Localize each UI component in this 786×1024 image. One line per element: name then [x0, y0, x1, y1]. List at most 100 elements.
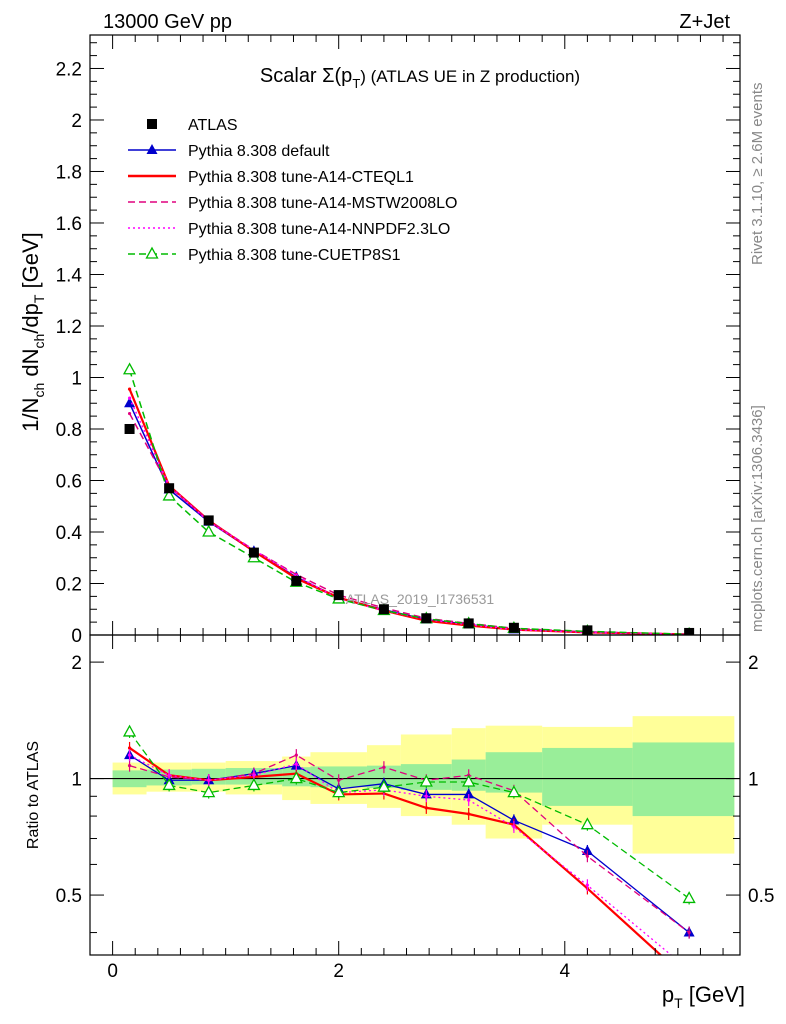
header-left: 13000 GeV pp	[103, 11, 232, 33]
ratio-point-3	[207, 778, 211, 782]
ratio-point-1	[467, 812, 471, 816]
data-point	[248, 547, 259, 558]
legend-marker-4	[145, 246, 159, 259]
data-point	[164, 483, 175, 494]
mcplots-info: mcplots.cern.ch [arXiv:1306.3436]	[749, 405, 766, 632]
legend-label-1: Pythia 8.308 tune-A14-CTEQL1	[188, 169, 414, 186]
chart-title: Scalar Σ(pT) (ATLAS UE in Z production)	[260, 65, 580, 91]
ratio-point-4	[122, 724, 137, 737]
ratio-y-tick-label: 0.5	[56, 886, 82, 907]
ratio-point-4	[682, 891, 696, 904]
y-tick-label: 0.8	[56, 420, 82, 441]
ratio-line-1	[128, 747, 663, 955]
rivet-info: Rivet 3.1.10, ≥ 2.6M events	[749, 83, 766, 266]
ratio-point-3	[127, 753, 132, 757]
legend-label-atlas: ATLAS	[188, 117, 238, 134]
data-point	[684, 627, 695, 635]
series-point-4	[122, 362, 137, 375]
ratio-point-4	[162, 778, 176, 791]
ratio-y-tick-label-right: 2	[748, 653, 759, 674]
data-point	[378, 604, 389, 615]
series-point-3	[127, 396, 132, 400]
y-tick-label: 1.6	[56, 214, 82, 235]
legend-marker-atlas	[147, 119, 157, 129]
y-axis-label-ratio: Ratio to ATLAS	[25, 741, 42, 849]
data-point	[463, 618, 474, 629]
legend-label-4: Pythia 8.308 tune-CUETP8S1	[188, 247, 401, 264]
ratio-panel-frame	[89, 634, 741, 956]
ratio-point-4	[507, 785, 521, 798]
ratio-point-3	[467, 798, 471, 802]
y-tick-label: 1.2	[56, 317, 82, 338]
y-tick-label: 2.2	[56, 59, 82, 80]
ratio-point-2	[585, 854, 589, 858]
ratio-series	[122, 724, 696, 971]
ratio-point-3	[167, 773, 171, 777]
series-line-4	[128, 369, 690, 635]
y-tick-label: 0.2	[56, 574, 82, 595]
data-point	[333, 590, 344, 601]
y-tick-label: 0.6	[56, 471, 82, 492]
data-point	[421, 613, 432, 624]
y-tick-label: 0	[71, 626, 82, 647]
series-point-2	[127, 411, 132, 416]
ratio-point-2	[337, 778, 341, 782]
ratio-line-2	[129, 754, 690, 934]
y-tick-label: 1.8	[56, 162, 82, 183]
inner-uncertainty-band	[632, 742, 735, 817]
y-axis-label-top: 1/Nch dNch/dpT [GeV]	[18, 232, 47, 432]
ratio-point-3	[688, 968, 691, 971]
data-point	[124, 423, 135, 434]
legend: ATLAS Pythia 8.308 default Pythia 8.308 tu…	[128, 117, 457, 264]
x-tick-label: 0	[107, 961, 118, 982]
ratio-point-4	[462, 774, 476, 787]
axis-ticks: 0 2 4 0 0.2 0.4 0.6 0.8 1 1.2 1.4 1.6 1.8 2 2.2 0.5 0.5 1…	[56, 35, 774, 982]
ratio-point-4	[419, 774, 433, 787]
series-point-4	[162, 488, 176, 501]
data-point	[291, 575, 302, 586]
y-tick-label: 2	[71, 111, 82, 132]
legend-marker-0	[146, 144, 158, 154]
legend-label-0: Pythia 8.308 default	[188, 143, 330, 160]
watermark: ATLAS_2019_I1736531	[346, 591, 495, 607]
ratio-y-tick-label-right: 0.5	[748, 886, 774, 907]
header-right: Z+Jet	[679, 11, 730, 33]
ratio-point-0	[581, 844, 593, 855]
ratio-point-3	[252, 773, 256, 777]
ratio-y-tick-label-right: 1	[748, 770, 759, 791]
ratio-line-4	[129, 731, 690, 899]
x-axis-label: pT [GeV]	[662, 982, 745, 1011]
ratio-point-4	[247, 778, 261, 791]
data-point	[508, 622, 519, 633]
legend-label-2: Pythia 8.308 tune-A14-MSTW2008LO	[188, 195, 457, 212]
series-point-0	[124, 397, 136, 408]
ratio-bands	[90, 716, 740, 854]
ratio-point-4	[289, 771, 303, 784]
ratio-point-1	[127, 746, 132, 750]
ratio-point-0	[463, 788, 475, 799]
series-point-1	[127, 387, 132, 391]
y-tick-label: 1	[71, 368, 82, 389]
y-tick-label: 0.4	[56, 523, 83, 544]
ratio-point-2	[127, 764, 132, 768]
inner-uncertainty-band	[366, 765, 401, 789]
legend-label-3: Pythia 8.308 tune-A14-NNPDF2.3LO	[188, 221, 450, 238]
ratio-point-3	[294, 762, 298, 766]
series-line-3	[128, 397, 690, 635]
ratio-point-2	[382, 765, 386, 769]
ratio-point-3	[424, 794, 428, 798]
data-point	[203, 515, 214, 526]
ratio-point-1	[424, 806, 428, 810]
ratio-point-2	[294, 753, 298, 757]
ratio-y-tick-label: 1	[71, 770, 82, 791]
y-tick-label: 1.4	[56, 265, 83, 286]
ratio-point-2	[687, 930, 691, 935]
ratio-point-4	[332, 785, 346, 798]
ratio-y-tick-label: 2	[71, 653, 82, 674]
ratio-point-4	[202, 785, 216, 798]
ratio-point-4	[580, 817, 594, 830]
x-tick-label: 2	[333, 961, 344, 982]
series-point-4	[202, 524, 216, 537]
inner-uncertainty-band	[542, 747, 633, 806]
